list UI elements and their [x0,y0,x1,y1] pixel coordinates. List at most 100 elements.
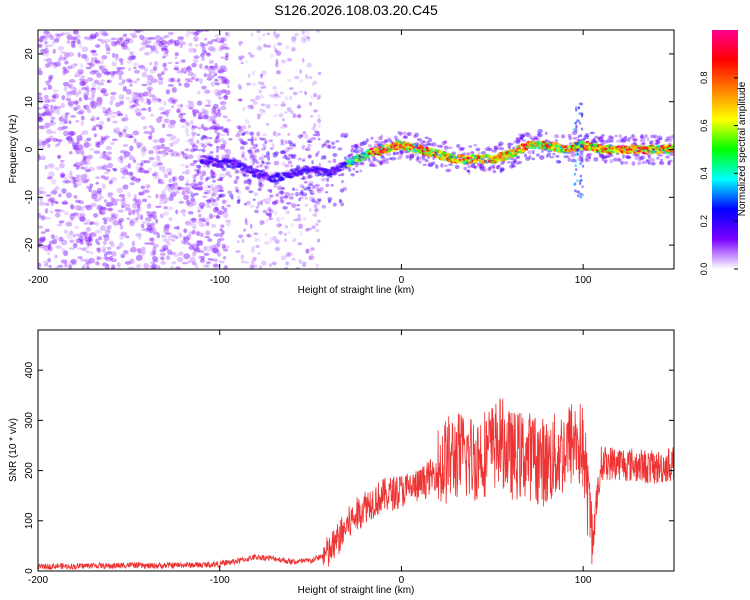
heatmap-cell-2560 [626,138,631,142]
heatmap-cell-316 [67,100,75,106]
heatmap-cell-1545 [266,32,271,36]
heatmap-cell-1426 [129,83,133,87]
heatmap-cell-510 [122,33,128,38]
heatmap-cell-1757 [311,225,316,230]
heatmap-cell-944 [167,97,174,103]
heatmap-cell-1270 [136,203,141,210]
heatmap-cell-1622 [263,146,267,150]
heatmap-cell-702 [211,124,217,130]
heatmap-cell-920 [61,95,66,101]
heatmap-cell-2611 [603,159,608,163]
heatmap-cell-1368 [158,77,164,80]
heatmap-cell-343 [42,106,48,109]
heatmap-cell-787 [74,161,82,167]
heatmap-cell-1486 [123,168,129,174]
heatmap-cell-1015 [94,61,102,65]
heatmap-cell-294 [38,263,41,267]
heatmap-cell-2736 [616,139,622,143]
heatmap-cell-4096 [574,189,577,193]
heatmap-cell-2267 [279,190,285,195]
heatmap-cell-2090 [463,166,468,171]
heatmap-cell-2677 [644,134,648,138]
heatmap-cell-2058 [657,139,661,144]
heatmap-cell-2545 [216,145,220,149]
heatmap-cell-982 [47,143,51,149]
heatmap-cell-310 [57,57,62,63]
heatmap-cell-2071 [243,179,248,185]
heatmap-cell-802 [38,139,42,143]
heatmap-cell-300 [68,83,74,90]
heatmap-cell-975 [71,142,79,148]
heatmap-cell-1501 [247,104,253,109]
heatmap-cell-2326 [381,159,387,163]
heatmap-cell-1325 [89,148,94,151]
heatmap-cell-1228 [66,34,73,41]
heatmap-cell-7 [131,34,138,39]
heatmap-cell-509 [152,174,159,180]
heatmap-cell-552 [83,36,91,40]
heatmap-cell-2629 [242,131,246,135]
heatmap-cell-1511 [304,90,307,95]
heatmap-cell-947 [102,240,107,246]
heatmap-cell-2464 [297,134,303,139]
heatmap-cell-1748 [267,93,272,97]
heatmap-cells [38,30,674,269]
heatmap-cell-1303 [142,189,147,194]
heatmap-cell-1212 [177,232,183,237]
heatmap-cell-882 [141,46,146,50]
heatmap-cell-1765 [250,139,254,142]
heatmap-cell-2533 [326,144,331,149]
heatmap-cell-1321 [160,39,167,45]
heatmap-cell-2499 [633,141,637,146]
heatmap-cell-2591 [403,135,407,139]
heatmap-cell-1346 [151,145,158,150]
heatmap-cell-651 [120,202,126,208]
heatmap-cell-1131 [126,134,133,138]
heatmap-cell-875 [164,185,171,191]
heatmap-cell-418 [38,155,41,162]
heatmap-cell-1324 [99,156,104,159]
heatmap-cell-1995 [668,138,673,143]
heatmap-cell-778 [119,100,124,106]
heatmap-cell-1373 [59,162,65,169]
heatmap-cell-2014 [622,154,625,159]
heatmap-cell-1094 [120,61,124,66]
heatmap-cell-828 [197,90,201,95]
heatmap-cell-655 [207,238,213,242]
heatmap-cell-4111 [580,112,584,116]
heatmap-cell-973 [177,69,184,74]
heatmap-cell-26 [161,47,165,52]
heatmap-cell-2384 [245,186,250,191]
heatmap-cell-2128 [592,137,596,141]
heatmap-cell-2227 [298,197,301,202]
heatmap-cell-549 [206,205,212,209]
heatmap-cell-2514 [659,158,664,162]
heatmap-cell-746 [49,61,55,68]
heatmap-cell-1702 [241,260,246,264]
heatmap-cell-1268 [122,86,128,92]
heatmap-cell-1063 [64,31,71,36]
heatmap-cell-1127 [170,265,174,269]
heatmap-cell-1138 [81,130,89,135]
heatmap-cell-1006 [66,233,73,239]
heatmap-cell-2131 [587,153,593,156]
heatmap-cell-1466 [118,75,123,81]
heatmap-cell-387 [139,214,144,220]
heatmap-cell-548 [221,230,225,235]
heatmap-cell-1294 [209,197,214,203]
heatmap-cell-503 [118,132,124,136]
heatmap-cell-2119 [492,164,496,170]
heatmap-cell-1552 [311,126,316,131]
heatmap-cell-1934 [248,190,254,194]
heatmap-cell-177 [50,200,54,207]
heatmap-cell-2341 [285,156,291,161]
heatmap-cell-370 [118,241,124,248]
heatmap-cell-2763 [204,159,208,163]
heatmap-cell-532 [162,228,169,234]
heatmap-cell-960 [95,141,100,145]
heatmap-cell-674 [122,128,127,133]
heatmap-cell-2425 [639,139,643,142]
heatmap-cell-1342 [188,47,195,53]
heatmap-cell-2339 [247,149,252,152]
heatmap-cell-1596 [288,158,292,163]
